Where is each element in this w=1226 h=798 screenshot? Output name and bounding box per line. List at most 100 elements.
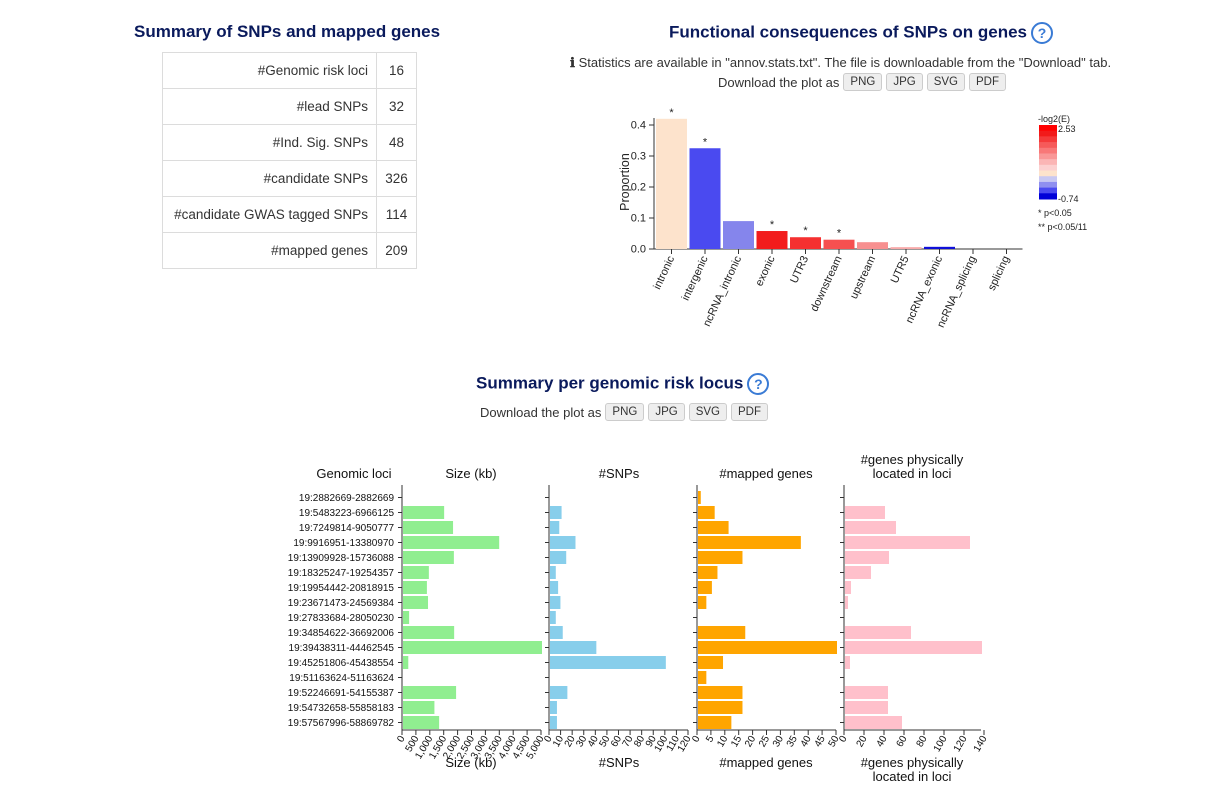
bar-UTR3 [790,237,821,249]
bar-intronic [656,118,687,249]
bar-19:9916951-13380970 [845,536,970,549]
bar-19:13909928-15736088 [698,551,743,564]
legend-min-label: -0.74 [1058,194,1079,204]
bar-19:23671473-24569384 [698,596,707,609]
bar-19:57567996-58869782 [698,716,732,729]
download-png-button[interactable]: PNG [605,403,645,421]
help-icon[interactable]: ? [747,373,770,395]
locus-label: 19:2882669-2882669 [299,493,395,504]
bar-19:34854622-36692006 [550,626,563,639]
significance-marker: * [837,228,842,240]
bar-downstream [823,239,855,249]
bar-19:34854622-36692006 [845,626,911,639]
summary-row-label: #candidate SNPs [162,160,377,197]
bar-19:13909928-15736088 [845,551,889,564]
bar-19:51163624-51163624 [698,671,707,684]
summary-row-label: #mapped genes [162,232,377,269]
x-tick-label: 0 [395,734,408,745]
bar-19:7249814-9050777 [550,521,560,534]
x-tick-label: 40 [586,734,601,750]
panel-bottom-title: #SNPs [599,755,640,770]
panel-title: Size (kb) [445,466,496,481]
download-png-button[interactable]: PNG [843,73,883,91]
locus-label: 19:27833684-28050230 [288,613,395,624]
bar-19:19954442-20818915 [845,581,851,594]
legend-color-step [1039,187,1057,194]
summary-row: #candidate SNPs 326 [162,160,417,197]
x-tick-label: 45 [813,734,828,750]
bar-19:5483223-6966125 [550,506,562,519]
y-tick-label: 0.3 [631,151,646,163]
bar-19:7249814-9050777 [845,521,896,534]
functional-title: Functional consequences of SNPs on genes [669,22,1028,42]
x-tick-label: 40 [875,734,890,750]
bar-exonic [756,231,788,249]
significance-marker: * [803,225,808,237]
bar-19:18325247-19254357 [403,566,429,579]
legend-note: ** p<0.05/11 [1038,222,1087,232]
bar-19:27833684-28050230 [550,611,556,624]
bar-19:27833684-28050230 [403,611,410,624]
download-jpg-button[interactable]: JPG [648,403,685,421]
bar-ncRNA_intronic [723,221,754,249]
x-tick-label: 0 [837,734,850,745]
download-jpg-button[interactable]: JPG [886,73,923,91]
bar-upstream [857,242,888,249]
locus-label: 19:51163624-51163624 [289,673,394,684]
summary-row-label: #Ind. Sig. SNPs [162,124,377,161]
summary-row: #lead SNPs 32 [162,88,417,125]
bar-19:9916951-13380970 [403,536,500,549]
bar-19:54732658-55858183 [403,701,435,714]
functional-download-row: Download the plot as PNG JPG SVG PDF [718,73,1007,91]
bar-19:19954442-20818915 [550,581,559,594]
bar-19:52246691-54155387 [845,686,888,699]
x-tick-label: 30 [574,734,589,750]
legend-color-step [1039,125,1057,132]
locus-title: Summary per genomic risk locus [476,373,744,393]
legend-color-step [1039,159,1057,166]
legend-color-step [1039,176,1057,183]
locus-download-row: Download the plot as PNG JPG SVG PDF [480,403,769,421]
legend-color-step [1039,193,1057,200]
bar-19:18325247-19254357 [550,566,556,579]
locus-label: 19:13909928-15736088 [288,553,395,564]
download-svg-button[interactable]: SVG [688,403,728,421]
x-tick-label: 25 [757,734,772,750]
panel-title: located in loci [873,466,952,481]
x-tick-label: 10 [551,734,566,750]
x-tick-label: UTR3 [788,254,811,285]
download-pdf-button[interactable]: PDF [969,73,1007,91]
locus-label: 19:5483223-6966125 [299,508,395,519]
legend-color-step [1039,164,1057,172]
x-tick-label: 15 [729,734,744,750]
help-icon[interactable]: ? [1031,22,1054,44]
x-tick-label: 20 [563,734,578,750]
x-tick-label: 30 [771,734,786,750]
x-tick-label: intergenic [680,254,711,303]
panel-title: #SNPs [599,466,640,481]
locus-label: 19:39438311-44462545 [289,643,395,654]
x-tick-label: 20 [743,734,758,750]
bar-19:13909928-15736088 [550,551,567,564]
x-tick-label: splicing [986,254,1012,292]
bar-19:57567996-58869782 [845,716,902,729]
bar-19:34854622-36692006 [403,626,455,639]
legend-color-step [1039,130,1057,137]
legend-color-step [1039,142,1057,149]
functional-title-row: Functional consequences of SNPs on genes… [669,22,1054,44]
bar-19:5483223-6966125 [403,506,445,519]
locus-label: 19:7249814-9050777 [299,523,395,534]
download-pdf-button[interactable]: PDF [731,403,769,421]
y-tick-label: 0.2 [631,182,646,194]
download-svg-button[interactable]: SVG [926,73,966,91]
bar-19:19954442-20818915 [698,581,712,594]
bar-19:13909928-15736088 [403,551,454,564]
x-tick-label: 0 [690,734,703,745]
bar-19:54732658-55858183 [550,701,557,714]
x-tick-label: upstream [848,254,878,301]
significance-marker: * [703,136,708,148]
x-tick-label: 50 [597,734,612,750]
legend-color-step [1039,181,1057,189]
bar-19:23671473-24569384 [550,596,561,609]
locus-label: 19:9916951-13380970 [293,538,394,549]
